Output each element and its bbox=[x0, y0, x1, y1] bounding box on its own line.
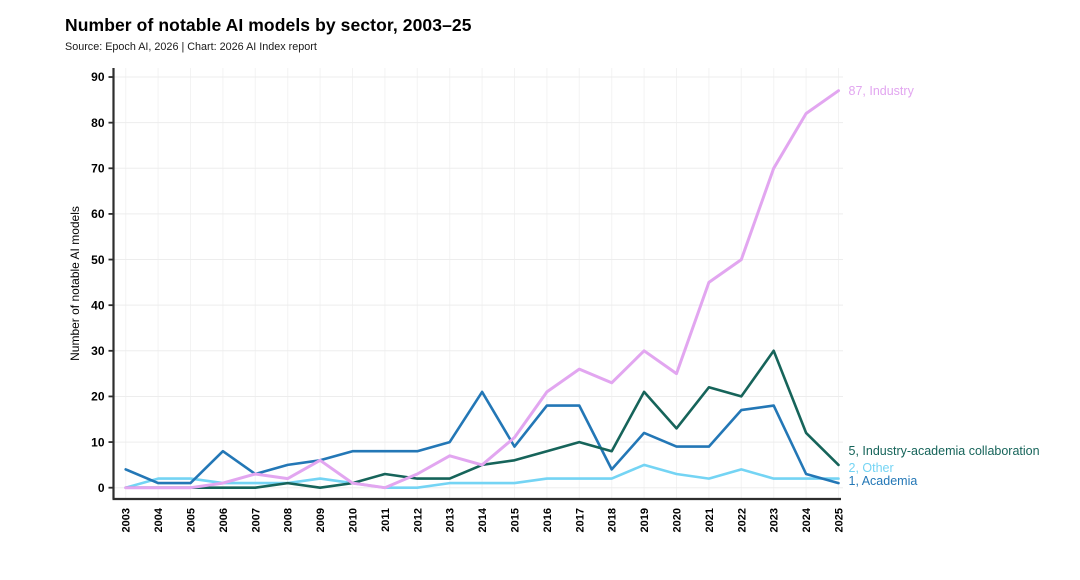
y-tick-label: 10 bbox=[91, 435, 105, 449]
x-tick-label: 2012 bbox=[412, 508, 424, 532]
x-tick-label: 2007 bbox=[250, 508, 262, 532]
series-end-label-academia: 1, Academia bbox=[849, 474, 918, 488]
x-tick-label: 2021 bbox=[704, 508, 716, 532]
x-tick-label: 2003 bbox=[121, 508, 133, 532]
x-tick-label: 2005 bbox=[186, 508, 198, 532]
x-tick-label: 2022 bbox=[736, 508, 748, 532]
chart-header: Number of notable AI models by sector, 2… bbox=[65, 15, 472, 53]
y-tick-label: 60 bbox=[91, 207, 105, 221]
x-tick-label: 2020 bbox=[672, 508, 684, 532]
y-tick-label: 50 bbox=[91, 253, 105, 267]
x-tick-label: 2008 bbox=[283, 508, 295, 532]
y-tick-label: 30 bbox=[91, 344, 105, 358]
x-tick-label: 2025 bbox=[834, 508, 846, 532]
x-tick-label: 2006 bbox=[218, 508, 230, 532]
y-tick-label: 0 bbox=[98, 481, 105, 495]
x-tick-label: 2013 bbox=[445, 508, 457, 532]
y-tick-label: 70 bbox=[91, 161, 105, 175]
series-end-label-industry: 87, Industry bbox=[849, 84, 915, 98]
series-end-label-other: 2, Other bbox=[849, 461, 894, 475]
series-line-academia bbox=[124, 390, 840, 485]
y-tick-label: 80 bbox=[91, 116, 105, 130]
x-tick-label: 2014 bbox=[477, 507, 489, 532]
x-tick-label: 2024 bbox=[801, 507, 813, 532]
y-tick-label: 40 bbox=[91, 298, 105, 312]
x-tick-label: 2023 bbox=[769, 508, 781, 532]
chart-subtitle: Source: Epoch AI, 2026 | Chart: 2026 AI … bbox=[65, 41, 317, 53]
series-line-industry bbox=[124, 89, 840, 490]
series-end-label-industry-academia-collaboration: 5, Industry-academia collaboration bbox=[849, 444, 1040, 458]
y-axis-title: Number of notable AI models bbox=[68, 206, 82, 361]
chart-title: Number of notable AI models by sector, 2… bbox=[65, 15, 472, 35]
x-tick-label: 2004 bbox=[153, 507, 165, 532]
y-tick-label: 20 bbox=[91, 390, 105, 404]
x-tick-label: 2019 bbox=[639, 508, 651, 532]
x-tick-label: 2010 bbox=[348, 508, 360, 532]
x-tick-label: 2017 bbox=[574, 508, 586, 532]
x-tick-label: 2016 bbox=[542, 508, 554, 532]
x-tick-label: 2011 bbox=[380, 508, 392, 532]
x-tick-label: 2018 bbox=[607, 508, 619, 532]
series-line-other bbox=[124, 463, 840, 490]
y-tick-label: 90 bbox=[91, 70, 105, 84]
x-tick-label: 2009 bbox=[315, 508, 327, 532]
x-tick-label: 2015 bbox=[510, 508, 522, 532]
